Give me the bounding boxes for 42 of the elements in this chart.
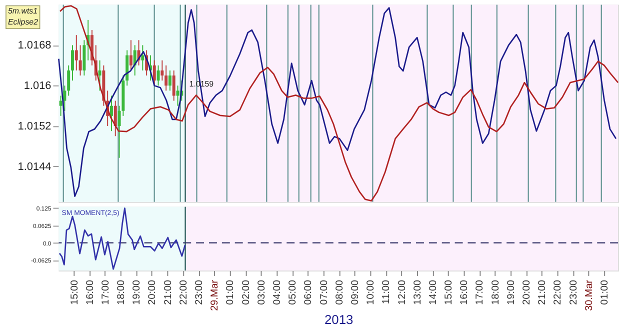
x-tick-label: 05:00: [288, 279, 299, 305]
x-tick-label: 01:00: [599, 279, 610, 305]
x-tick-label: 15:00: [69, 279, 80, 305]
x-tick-label: 30.Mar: [584, 279, 595, 311]
x-tick-label: 04:00: [272, 279, 283, 305]
x-tick-label: 14:00: [428, 279, 439, 305]
x-tick-label: 12:00: [396, 279, 408, 305]
x-tick-label: 06:00: [303, 279, 314, 305]
x-tick-label: 17:00: [474, 279, 486, 305]
x-tick-label: 16:00: [84, 279, 96, 305]
x-tick-label: 10:00: [366, 279, 377, 305]
y-tick-label: 1.016: [24, 80, 52, 92]
y-tick-label: 1.0168: [18, 40, 52, 52]
x-tick-label: 21:00: [537, 279, 548, 305]
x-tick-label: 17:00: [100, 279, 112, 305]
x-tick-label: 01:00: [225, 279, 236, 305]
x-tick-label: 11:00: [381, 279, 392, 304]
x-tick-label: 22:00: [552, 279, 564, 305]
x-tick-label: 13:00: [412, 279, 424, 305]
x-tick-label: 16:00: [459, 279, 470, 305]
x-tick-label: 23:00: [568, 279, 580, 305]
text: Eclipse2: [8, 18, 39, 27]
x-tick-label: 19:00: [506, 279, 517, 305]
y-tick-label: 1.0152: [18, 120, 52, 133]
y-tick-label: 1.0144: [18, 160, 52, 173]
x-tick-label: 08:00: [334, 279, 346, 305]
x-tick-label: 07:00: [318, 279, 330, 305]
x-tick-label: 21:00: [162, 279, 174, 305]
x-axis-title: 2013: [324, 312, 354, 327]
x-tick-label: 20:00: [522, 279, 533, 305]
text: 5m.wts1: [8, 6, 38, 16]
x-tick-label: 15:00: [444, 279, 455, 305]
x-tick-label: 29.Mar: [210, 279, 221, 311]
x-tick-label: 20:00: [147, 279, 158, 305]
x-tick-label: 18:00: [490, 279, 502, 305]
x-tick-label: 18:00: [116, 279, 128, 305]
x-tick-label: 03:00: [256, 279, 268, 305]
x-tick-label: 22:00: [178, 279, 190, 305]
x-tick-label: 09:00: [350, 279, 361, 305]
x-tick-label: 19:00: [132, 279, 143, 305]
x-tick-label: 02:00: [240, 279, 252, 305]
x-tick-label: 23:00: [194, 279, 206, 305]
